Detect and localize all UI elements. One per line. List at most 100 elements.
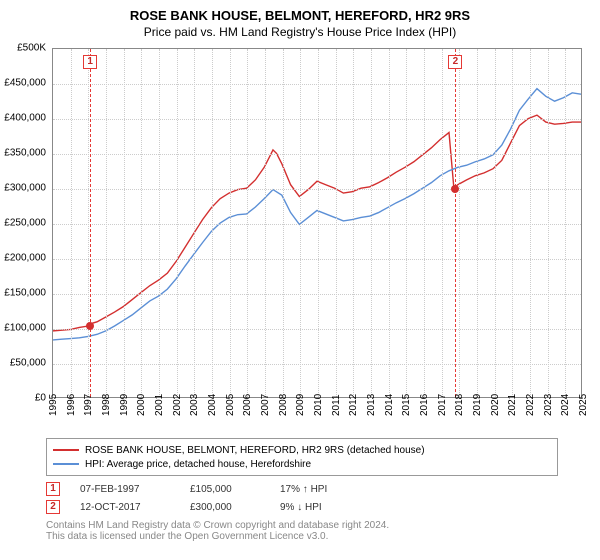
x-tick-label: 2007 [260,394,271,416]
x-tick-label: 1997 [83,394,94,416]
gridline-vertical [265,49,266,397]
gridline-vertical [459,49,460,397]
chart-container: ROSE BANK HOUSE, BELMONT, HEREFORD, HR2 … [0,0,600,560]
plot-area: 12 [52,48,582,398]
y-tick-label: £300,000 [4,183,46,194]
gridline-vertical [194,49,195,397]
gridline-vertical [318,49,319,397]
y-tick-label: £350,000 [4,148,46,159]
footnote-line2: This data is licensed under the Open Gov… [46,531,558,542]
x-tick-label: 2003 [189,394,200,416]
event-date: 07-FEB-1997 [80,484,170,495]
x-tick-label: 2018 [454,394,465,416]
event-hpi: 17% ↑ HPI [280,484,360,495]
event-hpi: 9% ↓ HPI [280,502,360,513]
gridline-horizontal [53,259,581,260]
gridline-horizontal [53,364,581,365]
x-tick-label: 2022 [525,394,536,416]
event-marker-dot [451,185,459,193]
gridline-horizontal [53,119,581,120]
x-tick-label: 2016 [419,394,430,416]
y-tick-label: £450,000 [4,78,46,89]
x-tick-label: 2014 [384,394,395,416]
x-tick-label: 2006 [242,394,253,416]
gridline-vertical [283,49,284,397]
event-marker-box: 2 [448,55,462,69]
gridline-horizontal [53,154,581,155]
gridline-vertical [424,49,425,397]
x-tick-label: 2025 [578,394,589,416]
x-tick-label: 2004 [207,394,218,416]
event-marker-line [455,49,456,397]
x-tick-label: 2001 [154,394,165,416]
gridline-vertical [565,49,566,397]
event-marker-dot [86,322,94,330]
event-marker-box: 1 [46,482,60,496]
event-date: 12-OCT-2017 [80,502,170,513]
gridline-vertical [71,49,72,397]
x-tick-label: 2005 [225,394,236,416]
event-row: 212-OCT-2017£300,0009% ↓ HPI [46,498,360,516]
events-table: 107-FEB-1997£105,00017% ↑ HPI212-OCT-201… [46,480,360,516]
event-price: £300,000 [190,502,260,513]
y-tick-label: £500K [17,43,46,54]
event-marker-box: 1 [83,55,97,69]
gridline-vertical [247,49,248,397]
footnote-line1: Contains HM Land Registry data © Crown c… [46,520,558,531]
gridline-vertical [406,49,407,397]
gridline-vertical [512,49,513,397]
x-tick-label: 1998 [101,394,112,416]
gridline-horizontal [53,224,581,225]
y-tick-label: £150,000 [4,288,46,299]
chart-area: £0£50,000£100,000£150,000£200,000£250,00… [8,48,592,428]
gridline-vertical [300,49,301,397]
gridline-vertical [442,49,443,397]
x-tick-label: 2008 [278,394,289,416]
series-line [53,89,581,340]
x-tick-label: 1995 [48,394,59,416]
gridline-vertical [336,49,337,397]
series-line [53,115,581,331]
gridline-horizontal [53,84,581,85]
gridline-vertical [141,49,142,397]
gridline-vertical [389,49,390,397]
gridline-vertical [106,49,107,397]
x-tick-label: 2011 [331,394,342,416]
legend-label: HPI: Average price, detached house, Here… [85,459,311,470]
legend: ROSE BANK HOUSE, BELMONT, HEREFORD, HR2 … [46,438,558,476]
x-tick-label: 2012 [348,394,359,416]
event-price: £105,000 [190,484,260,495]
y-tick-label: £250,000 [4,218,46,229]
legend-swatch [53,449,79,451]
footnote: Contains HM Land Registry data © Crown c… [46,520,558,542]
event-row: 1 07-FEB-1997 £105,000 17% ↑ HPI [46,480,360,498]
title-block: ROSE BANK HOUSE, BELMONT, HEREFORD, HR2 … [0,0,600,39]
x-tick-label: 1999 [119,394,130,416]
y-tick-label: £400,000 [4,113,46,124]
y-tick-label: £50,000 [10,358,46,369]
y-tick-label: £0 [35,393,46,404]
gridline-horizontal [53,294,581,295]
x-tick-label: 2013 [366,394,377,416]
gridline-vertical [212,49,213,397]
gridline-vertical [177,49,178,397]
legend-row: HPI: Average price, detached house, Here… [53,457,551,471]
gridline-vertical [477,49,478,397]
gridline-vertical [159,49,160,397]
gridline-vertical [530,49,531,397]
gridline-vertical [495,49,496,397]
title-main: ROSE BANK HOUSE, BELMONT, HEREFORD, HR2 … [0,8,600,23]
gridline-horizontal [53,189,581,190]
x-tick-label: 2020 [490,394,501,416]
x-tick-label: 2019 [472,394,483,416]
gridline-vertical [353,49,354,397]
y-axis: £0£50,000£100,000£150,000£200,000£250,00… [8,48,50,398]
legend-swatch [53,463,79,465]
x-axis: 1995199619971998199920002001200220032004… [52,400,582,430]
gridline-vertical [230,49,231,397]
gridline-vertical [124,49,125,397]
line-svg [53,49,581,397]
x-tick-label: 2017 [437,394,448,416]
gridline-vertical [548,49,549,397]
x-tick-label: 2021 [507,394,518,416]
